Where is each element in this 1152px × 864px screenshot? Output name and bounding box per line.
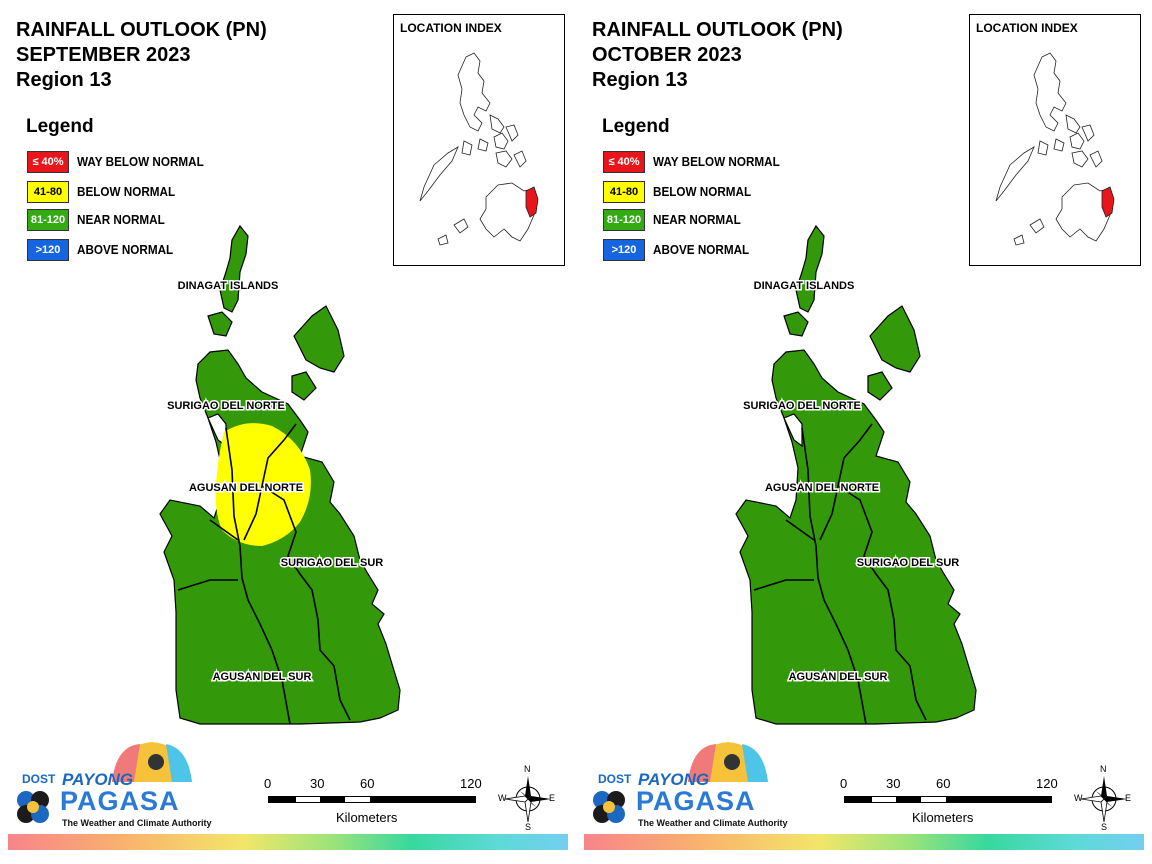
color-strip [8, 834, 568, 850]
title-line-2: SEPTEMBER 2023 [16, 44, 191, 66]
legend-swatch: 41-80 [603, 181, 645, 203]
scale-bar-segments [268, 796, 476, 803]
compass-e: E [1125, 793, 1132, 803]
scale-tick: 0 [264, 776, 272, 791]
dost-text: DOST [598, 772, 632, 786]
payong-text: PAYONG [62, 770, 134, 789]
legend-label: NEAR NORMAL [77, 212, 165, 227]
scale-tick: 120 [1036, 776, 1058, 791]
location-index-inset: LOCATION INDEX [393, 14, 565, 266]
compass-e: E [549, 793, 556, 803]
compass-rose: N S W E [1074, 764, 1132, 834]
location-index-title: LOCATION INDEX [976, 21, 1078, 35]
tagline-text: The Weather and Climate Authority [638, 818, 788, 828]
region-13-highlight [525, 186, 539, 218]
scale-tick: 30 [310, 776, 325, 791]
legend-label: NEAR NORMAL [653, 212, 741, 227]
legend-swatch: 41-80 [27, 181, 69, 203]
tagline-text: The Weather and Climate Authority [62, 818, 212, 828]
scale-unit: Kilometers [336, 810, 398, 825]
label-dinagat-islands: DINAGAT ISLANDS [754, 280, 855, 292]
label-surigao-del-norte: SURIGAO DEL NORTE [743, 400, 861, 412]
compass-s: S [1101, 822, 1108, 832]
legend-label: ABOVE NORMAL [653, 242, 750, 257]
location-index-inset: LOCATION INDEX [969, 14, 1141, 266]
legend-swatch: ≤ 40% [603, 151, 645, 173]
philippines-outline-map [419, 52, 539, 246]
region-13-highlight [1101, 186, 1115, 218]
legend-swatch: >120 [603, 239, 645, 261]
pagasa-logo: DOST PAYONG PAGASA The Weather and Clima… [16, 740, 212, 835]
compass-n: N [1100, 764, 1107, 774]
legend-swatch: 81-120 [603, 209, 645, 231]
umbrella-icon [17, 742, 192, 823]
scale-tick: 60 [360, 776, 375, 791]
outlook-panel: RAINFALL OUTLOOK (PN) SEPTEMBER 2023 Reg… [8, 14, 568, 850]
title-line-1: RAINFALL OUTLOOK (PN) [16, 19, 267, 41]
scale-tick: 0 [840, 776, 848, 791]
legend-label: ABOVE NORMAL [77, 242, 174, 257]
title-line-3: Region 13 [592, 69, 688, 91]
payong-text: PAYONG [638, 770, 710, 789]
below-normal-zone [215, 423, 311, 546]
label-agusan-del-sur: AGUSAN DEL SUR [213, 671, 312, 683]
compass-w: W [1074, 793, 1083, 803]
label-agusan-del-sur: AGUSAN DEL SUR [789, 671, 888, 683]
dost-text: DOST [22, 772, 56, 786]
legend-swatch: ≤ 40% [27, 151, 69, 173]
pagasa-text: PAGASA [636, 786, 756, 816]
scale-tick: 120 [460, 776, 482, 791]
outlook-panel: RAINFALL OUTLOOK (PN) OCTOBER 2023 Regio… [576, 0, 1152, 864]
legend-label: WAY BELOW NORMAL [653, 154, 780, 169]
label-agusan-del-norte: AGUSAN DEL NORTE [765, 482, 879, 494]
map-title: RAINFALL OUTLOOK (PN) SEPTEMBER 2023 Reg… [16, 18, 267, 93]
scale-unit: Kilometers [912, 810, 974, 825]
title-line-1: RAINFALL OUTLOOK (PN) [592, 19, 843, 41]
compass-icon [504, 776, 551, 823]
pagasa-text: PAGASA [60, 786, 180, 816]
label-dinagat-islands: DINAGAT ISLANDS [178, 280, 279, 292]
scale-tick: 30 [886, 776, 901, 791]
map-title: RAINFALL OUTLOOK (PN) OCTOBER 2023 Regio… [592, 18, 843, 93]
compass-rose: N S W E [498, 764, 556, 834]
philippines-outline-map [995, 52, 1115, 246]
region-13-map: DINAGAT ISLANDS SURIGAO DEL NORTE AGUSAN… [159, 224, 401, 725]
compass-w: W [498, 793, 507, 803]
pagasa-logo: DOST PAYONG PAGASA The Weather and Clima… [592, 740, 788, 835]
title-line-3: Region 13 [16, 69, 112, 91]
scale-tick: 60 [936, 776, 951, 791]
label-agusan-del-norte: AGUSAN DEL NORTE [189, 482, 303, 494]
scale-bar: 0 30 60 120 Kilometers [260, 776, 490, 828]
legend-swatch: 81-120 [27, 209, 69, 231]
legend-label: BELOW NORMAL [77, 184, 176, 199]
color-strip [584, 834, 1144, 850]
legend-label: WAY BELOW NORMAL [77, 154, 204, 169]
label-surigao-del-sur: SURIGAO DEL SUR [857, 557, 960, 569]
label-surigao-del-sur: SURIGAO DEL SUR [281, 557, 384, 569]
scale-bar: 0 30 60 120 Kilometers [836, 776, 1066, 828]
legend-title: Legend [602, 116, 670, 137]
region-13-map: DINAGAT ISLANDS SURIGAO DEL NORTE AGUSAN… [735, 224, 977, 725]
legend-title: Legend [26, 116, 94, 137]
legend-label: BELOW NORMAL [653, 184, 752, 199]
scale-bar-segments [844, 796, 1052, 803]
compass-n: N [524, 764, 531, 774]
location-index-title: LOCATION INDEX [400, 21, 502, 35]
legend-swatch: >120 [27, 239, 69, 261]
umbrella-icon [593, 742, 768, 823]
compass-icon [1080, 776, 1127, 823]
compass-s: S [525, 822, 532, 832]
title-line-2: OCTOBER 2023 [592, 44, 742, 66]
label-surigao-del-norte: SURIGAO DEL NORTE [167, 400, 285, 412]
